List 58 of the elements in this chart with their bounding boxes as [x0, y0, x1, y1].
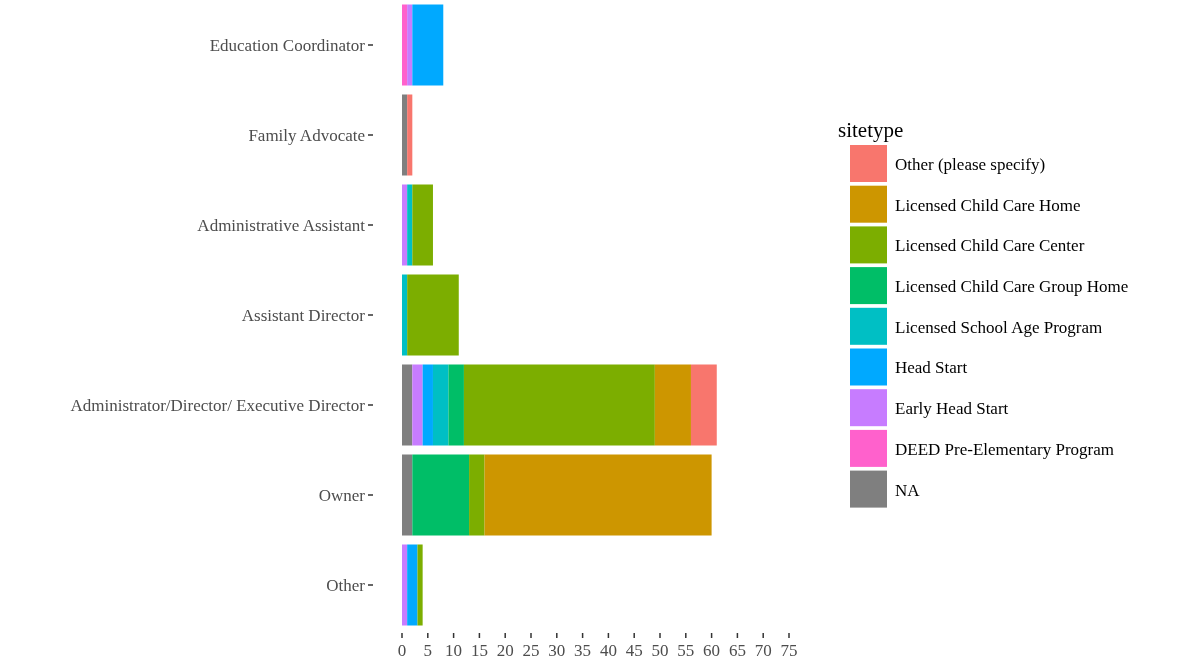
bar [463, 364, 655, 446]
bar [402, 364, 413, 446]
bar [417, 544, 423, 626]
x-tick-label: 50 [651, 641, 669, 660]
x-tick-label: 55 [677, 641, 695, 660]
bar [402, 94, 408, 176]
bar [654, 364, 691, 446]
x-tick-label: 15 [470, 641, 488, 660]
legend-label: Licensed School Age Program [895, 317, 1103, 337]
x-tick-label: 70 [754, 641, 772, 660]
legend-label: DEED Pre-Elementary Program [895, 439, 1115, 459]
x-tick-label: 45 [625, 641, 643, 660]
bar [448, 364, 464, 446]
legend-label: Head Start [895, 358, 968, 378]
bar [407, 184, 413, 266]
x-tick-label: 10 [445, 641, 463, 660]
y-tick-label: Education Coordinator [209, 35, 366, 55]
y-tick-label: Owner [318, 485, 366, 505]
x-tick-label: 0 [397, 641, 407, 660]
bar [432, 364, 449, 446]
bar [407, 94, 413, 176]
y-tick-label: Administrative Assistant [197, 215, 366, 235]
bar [412, 4, 444, 86]
x-tick-label: 30 [548, 641, 566, 660]
bar [690, 364, 717, 446]
bar [402, 544, 408, 626]
x-tick-label: 35 [574, 641, 592, 660]
x-tick-label: 65 [728, 641, 746, 660]
bar [407, 274, 459, 356]
legend-label: NA [895, 480, 921, 500]
bar [422, 364, 433, 446]
bar [407, 4, 413, 86]
legend-label: Early Head Start [895, 399, 1009, 419]
x-tick-label: 40 [599, 641, 617, 660]
x-tick-label: 5 [423, 641, 433, 660]
bar [402, 454, 413, 536]
y-tick-label: Administrator/Director/ Executive Director [70, 395, 366, 415]
legend-label: Other (please specify) [895, 154, 1046, 174]
bar [412, 184, 433, 266]
x-tick-label: 60 [703, 641, 721, 660]
legend-label: Licensed Child Care Home [895, 195, 1081, 215]
bar [484, 454, 712, 536]
legend-label: Licensed Child Care Group Home [895, 277, 1129, 297]
y-tick-label: Assistant Director [241, 305, 366, 325]
bar [402, 274, 408, 356]
y-tick-label: Family Advocate [248, 125, 365, 145]
legend-title: sitetype [838, 118, 904, 142]
y-tick-label: Other [326, 575, 366, 595]
bar [412, 364, 423, 446]
bar [407, 544, 418, 626]
x-tick-label: 25 [522, 641, 540, 660]
bar [402, 4, 408, 86]
x-tick-label: 75 [780, 641, 798, 660]
x-tick-label: 20 [496, 641, 514, 660]
bar [412, 454, 470, 536]
bar [469, 454, 485, 536]
legend-label: Licensed Child Care Center [895, 236, 1085, 256]
bar [402, 184, 408, 266]
